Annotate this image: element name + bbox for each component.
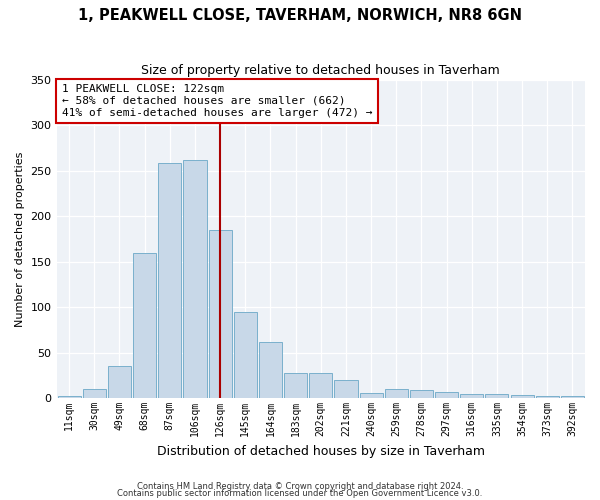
Bar xyxy=(410,390,433,398)
Bar xyxy=(234,312,257,398)
Bar xyxy=(309,372,332,398)
Bar xyxy=(359,392,383,398)
Bar xyxy=(511,396,533,398)
Bar xyxy=(108,366,131,398)
Bar xyxy=(259,342,282,398)
Text: 1, PEAKWELL CLOSE, TAVERHAM, NORWICH, NR8 6GN: 1, PEAKWELL CLOSE, TAVERHAM, NORWICH, NR… xyxy=(78,8,522,22)
Bar xyxy=(385,389,408,398)
Text: Contains public sector information licensed under the Open Government Licence v3: Contains public sector information licen… xyxy=(118,490,482,498)
Bar xyxy=(83,389,106,398)
Bar xyxy=(334,380,358,398)
Bar xyxy=(133,252,156,398)
Bar xyxy=(485,394,508,398)
Bar xyxy=(209,230,232,398)
Text: Contains HM Land Registry data © Crown copyright and database right 2024.: Contains HM Land Registry data © Crown c… xyxy=(137,482,463,491)
Bar xyxy=(184,160,206,398)
Text: 1 PEAKWELL CLOSE: 122sqm
← 58% of detached houses are smaller (662)
41% of semi-: 1 PEAKWELL CLOSE: 122sqm ← 58% of detach… xyxy=(62,84,373,117)
Title: Size of property relative to detached houses in Taverham: Size of property relative to detached ho… xyxy=(142,64,500,77)
Bar xyxy=(158,164,181,398)
Bar xyxy=(460,394,484,398)
Bar xyxy=(561,396,584,398)
Bar xyxy=(284,372,307,398)
X-axis label: Distribution of detached houses by size in Taverham: Distribution of detached houses by size … xyxy=(157,444,485,458)
Bar xyxy=(435,392,458,398)
Bar xyxy=(536,396,559,398)
Y-axis label: Number of detached properties: Number of detached properties xyxy=(15,151,25,326)
Bar xyxy=(58,396,80,398)
